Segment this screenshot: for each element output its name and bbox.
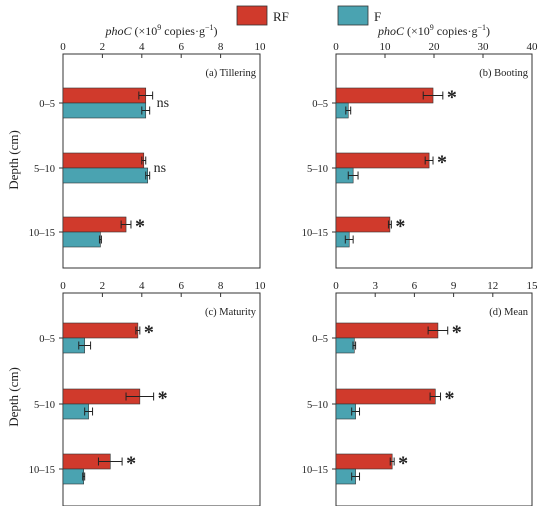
x-tick-label: 2: [100, 41, 106, 53]
legend-swatch-f: [337, 5, 369, 26]
y-tick-label: 0–5: [312, 99, 328, 110]
y-tick-label: 10–15: [29, 465, 55, 476]
x-tick-label: 6: [178, 280, 184, 292]
x-tick-label: 6: [178, 41, 184, 53]
x-tick-label: 10: [255, 41, 267, 53]
panel-label: (a) Tillering: [206, 68, 257, 79]
x-tick-label: 0: [60, 41, 66, 53]
panel-tillering: 0 2 4 6 8 10 phoC (×109 copies·g−1) (a) Tilleri…: [29, 23, 267, 269]
bar-f: [62, 167, 149, 184]
panel-label: (d) Mean: [489, 307, 529, 318]
y-tick-label: 5–10: [307, 400, 328, 411]
significance-marker: *: [398, 453, 408, 475]
x-tick-label: 10: [255, 280, 267, 292]
significance-marker: *: [452, 322, 462, 344]
bar-rf: [335, 453, 393, 470]
significance-marker: ns: [154, 161, 166, 176]
x-tick-label: 4: [139, 280, 145, 292]
y-tick-label: 0–5: [39, 99, 55, 110]
x-tick-label: 8: [218, 41, 224, 53]
y-tick-label: 10–15: [302, 228, 328, 239]
significance-marker: *: [447, 87, 457, 109]
x-tick-label: 30: [478, 41, 490, 53]
panel-mean: 0 3 6 9 12 15 (d) Mean 0–5 5–10 10–15 * * *: [302, 280, 538, 506]
significance-marker: *: [126, 453, 136, 475]
panel-label: (b) Booting: [479, 68, 528, 79]
x-tick-label: 12: [487, 280, 498, 292]
bar-f: [62, 468, 84, 485]
x-tick-label: 15: [527, 280, 539, 292]
y-tick-label: 5–10: [307, 164, 328, 175]
bar-rf: [335, 152, 430, 169]
x-axis-title: phoC (×109 copies·g−1): [377, 23, 490, 38]
x-tick-label: 9: [451, 280, 457, 292]
x-tick-label: 0: [333, 41, 339, 53]
bar-rf: [62, 216, 127, 233]
x-tick-label: 2: [100, 280, 106, 292]
bar-f: [335, 337, 355, 354]
x-tick-label: 20: [429, 41, 441, 53]
y-axis-title-top: Depth (cm): [6, 130, 21, 190]
significance-marker: *: [158, 388, 168, 410]
panel-booting: 0 10 20 30 40 phoC (×109 copies·g−1) (b) Booti…: [302, 23, 539, 269]
bar-rf: [335, 87, 434, 104]
legend-label-f: F: [374, 9, 381, 24]
x-tick-label: 0: [60, 280, 66, 292]
significance-marker: *: [437, 152, 447, 174]
panel-label: (c) Maturity: [205, 307, 257, 318]
panel-maturity: 0 2 4 6 8 10 (c) Maturity 0–5 5–10 10–15 * * *: [29, 280, 266, 506]
x-tick-label: 40: [527, 41, 539, 53]
y-tick-label: 10–15: [302, 465, 328, 476]
x-tick-label: 4: [139, 41, 145, 53]
x-tick-label: 6: [412, 280, 418, 292]
bar-f: [62, 102, 147, 119]
y-tick-label: 5–10: [34, 164, 55, 175]
bar-rf: [335, 216, 391, 233]
bar-rf: [62, 87, 147, 104]
significance-marker: *: [445, 388, 455, 410]
x-tick-label: 8: [218, 280, 224, 292]
x-tick-label: 10: [380, 41, 392, 53]
significance-marker: *: [135, 216, 145, 238]
x-tick-label: 0: [333, 280, 339, 292]
bar-f: [62, 231, 101, 248]
x-tick-label: 3: [372, 280, 378, 292]
legend: RF F: [236, 5, 381, 26]
bar-rf: [335, 388, 436, 405]
y-axis-title-bottom: Depth (cm): [6, 367, 21, 427]
y-tick-label: 0–5: [39, 334, 55, 345]
significance-marker: ns: [157, 96, 169, 111]
y-tick-label: 10–15: [29, 228, 55, 239]
bar-rf: [62, 322, 139, 339]
bar-rf: [62, 152, 145, 169]
x-axis-title: phoC (×109 copies·g−1): [105, 23, 218, 38]
legend-swatch-rf: [236, 5, 268, 26]
y-tick-label: 0–5: [312, 334, 328, 345]
bar-rf: [335, 322, 439, 339]
y-tick-label: 5–10: [34, 400, 55, 411]
significance-marker: *: [395, 216, 405, 238]
legend-label-rf: RF: [273, 9, 289, 24]
significance-marker: *: [144, 322, 154, 344]
